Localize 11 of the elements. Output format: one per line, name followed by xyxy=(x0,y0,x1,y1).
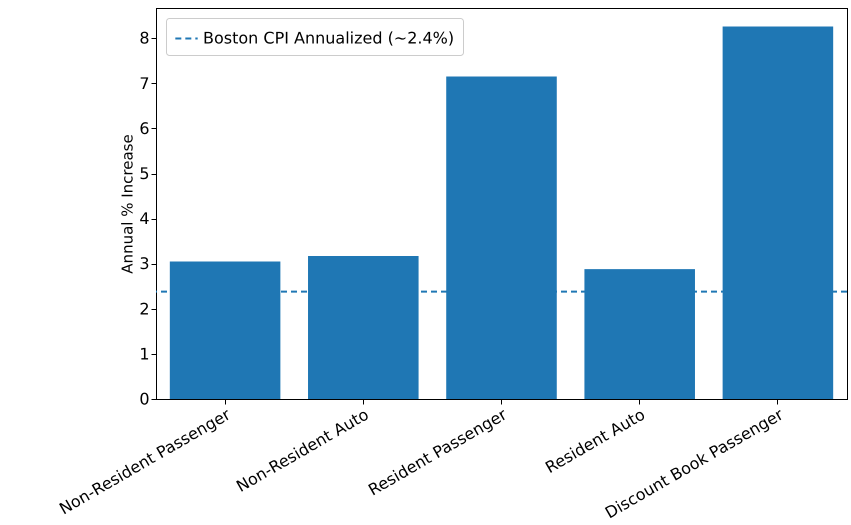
y-tick-label: 0 xyxy=(139,390,150,408)
y-tick-label: 5 xyxy=(139,164,150,184)
y-tick-label: 7 xyxy=(139,74,150,93)
y-tick-label: 3 xyxy=(139,254,150,274)
y-axis-title: Annual % Increase xyxy=(118,134,136,274)
y-tick-label: 1 xyxy=(139,344,150,364)
y-tick-label: 2 xyxy=(139,299,150,318)
y-tick-label: 8 xyxy=(139,28,150,48)
legend-label: Boston CPI Annualized (~2.4%) xyxy=(203,28,454,48)
y-tick-label: 6 xyxy=(139,118,150,138)
y-tick-label: 4 xyxy=(139,209,150,228)
